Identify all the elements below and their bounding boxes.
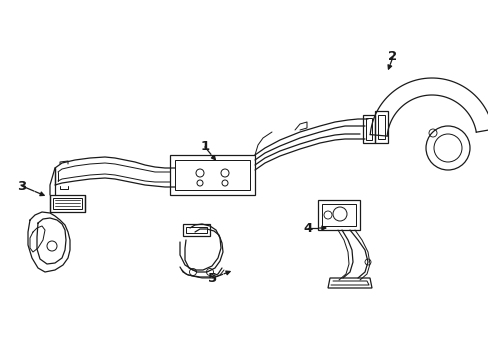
Text: 4: 4	[303, 221, 312, 234]
Text: 3: 3	[18, 180, 26, 193]
Text: 5: 5	[208, 271, 217, 284]
Text: 1: 1	[200, 140, 209, 153]
Text: 2: 2	[387, 50, 397, 63]
